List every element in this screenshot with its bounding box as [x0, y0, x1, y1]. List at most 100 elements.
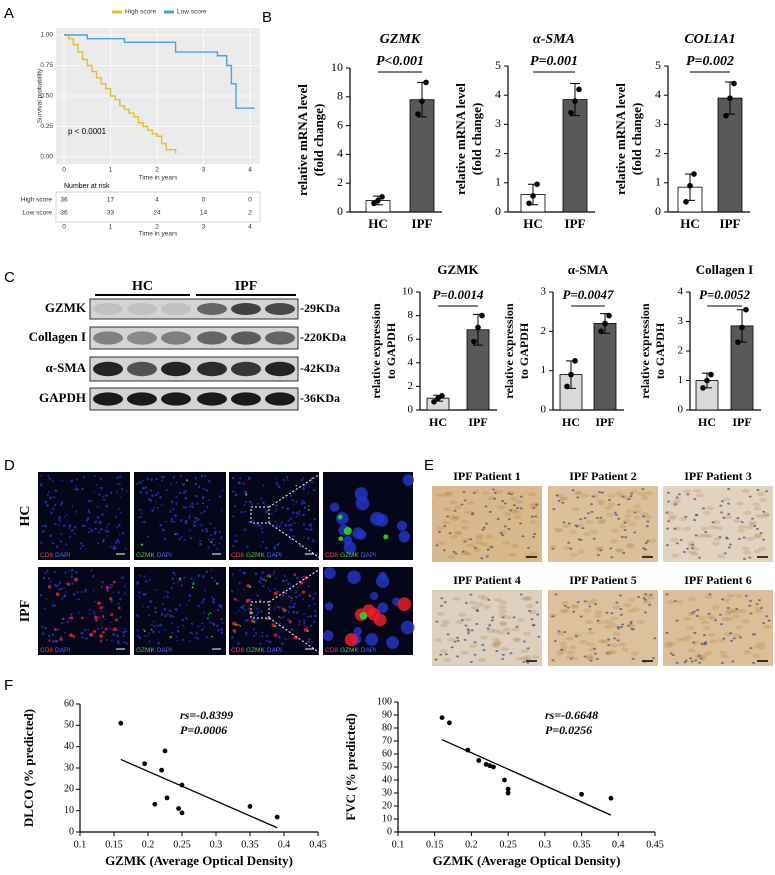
caption-word: DAPI: [157, 552, 172, 559]
ihc-image: [663, 590, 773, 666]
nucleus: [146, 635, 149, 637]
size-label: -42KDa: [300, 361, 340, 375]
nucleus: [211, 622, 214, 624]
nucleus: [169, 614, 173, 618]
nucleus: [44, 524, 47, 528]
ihc-stain: [753, 534, 762, 539]
ihc-stain: [746, 536, 755, 541]
bar: [409, 99, 435, 213]
y-axis-label: Survival probability: [37, 68, 44, 123]
nucleus: [54, 583, 57, 586]
ihc-nucleus: [735, 607, 739, 610]
ihc-nucleus: [482, 649, 486, 652]
ihc-stain: [467, 500, 476, 505]
size-label: -220KDa: [300, 330, 346, 344]
ihc-stain: [703, 510, 712, 515]
nucleus: [86, 517, 90, 520]
ihc-nucleus: [596, 619, 600, 622]
ihc-stain: [608, 649, 617, 654]
ihc-nucleus: [644, 593, 648, 596]
nucleus: [231, 573, 234, 576]
nucleus: [114, 515, 118, 518]
ihc-nucleus: [486, 627, 490, 630]
nucleus: [141, 479, 144, 482]
ihc-stain: [716, 554, 725, 559]
nucleus: [288, 595, 291, 598]
ihc-nucleus: [629, 622, 633, 625]
gzmk-signal: [285, 592, 287, 594]
cd8-signal: [273, 633, 278, 637]
nucleus: [102, 540, 105, 543]
ihc-nucleus: [642, 547, 646, 550]
nucleus: [44, 571, 47, 575]
nucleus: [259, 582, 262, 585]
nucleus: [302, 597, 305, 600]
ihc-nucleus: [671, 653, 675, 656]
y-tick-label: 0: [337, 204, 343, 218]
annotation: P<0.001: [376, 54, 424, 69]
ihc-stain: [492, 644, 501, 649]
ihc-stain: [690, 552, 699, 557]
nucleus: [116, 539, 119, 542]
nucleus: [276, 543, 279, 547]
ihc-stain: [450, 534, 459, 539]
ihc-nucleus: [437, 530, 441, 533]
ihc-stain: [598, 518, 607, 523]
nucleus: [77, 598, 80, 601]
ihc-nucleus: [644, 541, 648, 544]
ihc-nucleus: [711, 521, 715, 524]
nucleus: [298, 584, 301, 586]
nucleus: [169, 510, 172, 513]
nucleus: [205, 527, 208, 530]
y-tick-label: 0: [387, 826, 392, 837]
nucleus: [214, 530, 217, 534]
ihc-nucleus: [617, 627, 621, 630]
nucleus: [146, 477, 149, 481]
ihc-stain: [511, 627, 520, 632]
nucleus: [196, 518, 200, 522]
nucleus: [74, 510, 78, 513]
nucleus: [100, 528, 103, 531]
nucleus: [188, 640, 191, 642]
nucleus: [239, 606, 242, 609]
caption-word: GZMK: [136, 552, 155, 559]
ihc-stain: [667, 641, 676, 646]
ihc-nucleus: [569, 657, 573, 660]
ihc-stain: [702, 626, 711, 631]
nucleus: [91, 574, 95, 578]
ihc-stain: [523, 597, 532, 602]
ihc-stain: [752, 653, 761, 658]
ihc-stain: [694, 653, 703, 658]
ihc-stain: [490, 642, 499, 647]
ihc-stain: [477, 594, 486, 599]
blot-band: [265, 392, 295, 406]
y-tick-label: 3: [541, 286, 547, 298]
ihc-nucleus: [762, 510, 766, 513]
nucleus: [90, 569, 93, 572]
nucleus: [212, 598, 216, 601]
nucleus: [289, 517, 293, 520]
blot-band: [265, 331, 295, 345]
nucleus: [101, 513, 104, 516]
nucleus: [172, 476, 175, 479]
cd8-signal: [288, 620, 292, 624]
ihc-nucleus: [609, 547, 613, 550]
ihc-nucleus: [561, 501, 565, 504]
nucleus: [109, 586, 112, 589]
ihc-stain: [561, 609, 570, 614]
y-axis-label: relative expression: [638, 303, 652, 399]
ihc-stain: [607, 493, 616, 498]
nucleus: [103, 498, 106, 501]
nucleus: [125, 490, 128, 493]
data-point: [142, 761, 148, 767]
nucleus: [180, 584, 183, 587]
nucleus: [147, 535, 150, 538]
y-axis-label: to GAPDH: [517, 322, 531, 379]
nucleus: [230, 590, 234, 593]
nucleus: [193, 636, 196, 639]
nucleus: [289, 494, 292, 498]
ihc-stain: [449, 515, 458, 520]
nucleus: [57, 524, 60, 526]
gzmk-signal: [216, 582, 219, 585]
nucleus: [61, 597, 64, 600]
